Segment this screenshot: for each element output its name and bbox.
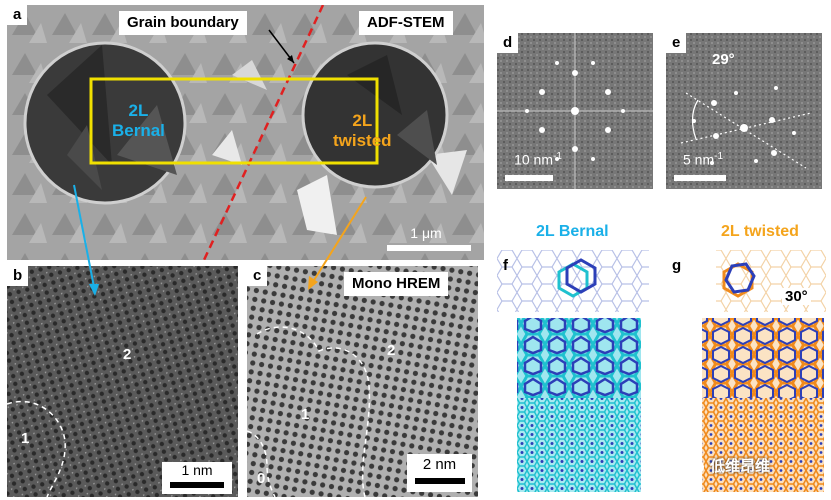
scale-bar-d (505, 175, 553, 181)
bernal-atomic-model (497, 250, 649, 492)
twisted-region-label: 2L twisted (333, 111, 392, 150)
title-2l-twisted: 2L twisted (721, 223, 799, 240)
watermark: 低维昂维 (688, 455, 770, 476)
twist-angle-g: 30° (782, 288, 811, 305)
panel-e-fft: e 29° 5 nm-1 (666, 33, 822, 189)
domain-label-c-1: 1 (301, 406, 310, 423)
mono-hrem-label: Mono HREM (344, 272, 449, 296)
fft-pattern-d (497, 33, 653, 189)
scale-bar-b (170, 482, 224, 488)
domain-label-b-1: 1 (21, 430, 30, 447)
scale-box-c: 2 nm (407, 454, 472, 492)
wechat-icon (688, 461, 704, 474)
region-box (89, 77, 379, 165)
scale-label-c: 2 nm (422, 456, 457, 473)
panel-g-twisted-model: g 30° (666, 250, 826, 495)
panel-c-mono-hrem: c Mono HREM 2 1 0 2 nm (247, 266, 478, 497)
panel-label-c: c (247, 266, 268, 286)
twist-angle-e: 29° (712, 51, 735, 68)
grain-boundary-label: Grain boundary (119, 11, 247, 35)
scale-bar-a (387, 245, 471, 251)
panel-b-hrem-bernal: b 2 1 1 nm (7, 266, 238, 497)
panel-f-bernal-model: f (497, 250, 649, 495)
panel-label-a: a (7, 5, 28, 25)
scale-label-b: 1 nm (181, 462, 213, 478)
scale-label-a: 1 μm (410, 225, 442, 241)
title-2l-bernal: 2L Bernal (536, 223, 609, 240)
adf-stem-label: ADF-STEM (359, 11, 453, 35)
panel-label-d: d (497, 33, 519, 53)
panel-label-e: e (666, 33, 687, 53)
scale-bar-c (415, 478, 465, 484)
scale-label-e: 5 nm-1 (682, 151, 724, 168)
bernal-region-label: 2L Bernal (112, 101, 165, 140)
grain-boundary-line (202, 5, 325, 260)
twisted-atomic-model (702, 250, 826, 492)
panel-d-fft: d 10 nm-1 (497, 33, 653, 189)
panel-label-f: f (503, 257, 508, 274)
domain-label-c-0: 0 (257, 470, 266, 487)
domain-label-c-2: 2 (387, 342, 396, 359)
fft-pattern-e (666, 33, 822, 189)
adf-stem-image (7, 5, 484, 260)
scale-box-b: 1 nm (162, 462, 232, 494)
panel-label-g: g (672, 257, 682, 274)
domain-label-b-2: 2 (123, 346, 132, 363)
panel-a-adf-stem: a Grain boundary ADF-STEM 2L Bernal 2L t… (7, 5, 484, 260)
panel-label-b: b (7, 266, 29, 286)
bernal-lattice-image (7, 266, 238, 497)
scale-label-d: 10 nm-1 (514, 151, 562, 168)
scale-bar-e (674, 175, 726, 181)
